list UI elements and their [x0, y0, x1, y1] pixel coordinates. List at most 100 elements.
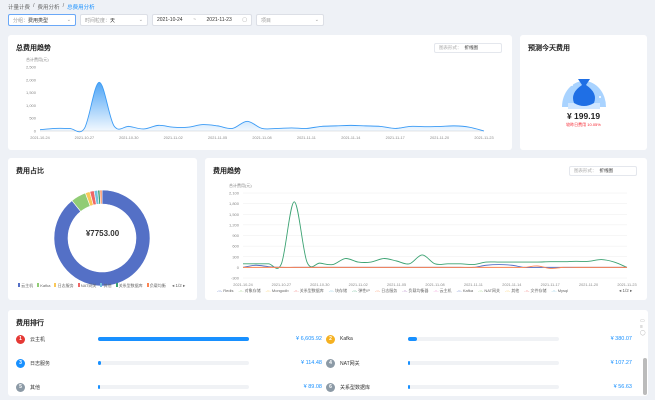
date-end: 2021-11-23: [206, 17, 232, 23]
chevron-down-icon: ⌄: [314, 17, 319, 23]
legend-item[interactable]: -○- Mongodb: [266, 288, 289, 294]
legend-item[interactable]: 负载均衡: [146, 283, 166, 289]
legend-item[interactable]: -○- Redis: [217, 288, 233, 294]
chevron-down-icon: ⌄: [66, 17, 71, 23]
x-tick-label: 2021-11-05: [208, 136, 227, 140]
scrollbar[interactable]: [643, 358, 647, 395]
legend-label: Redis: [223, 288, 234, 293]
group-value: 费用类型: [28, 17, 49, 24]
rank-bar-fill: [408, 361, 411, 365]
x-tick-label: 2021-11-14: [502, 283, 521, 287]
side-tools[interactable]: ▭ ≡ ◯: [640, 318, 646, 336]
legend-item[interactable]: 其他: [100, 283, 112, 289]
legend-item[interactable]: 关系型数据库: [115, 283, 143, 289]
legend-item[interactable]: -○- 负载均衡器: [402, 288, 428, 294]
legend-label: 块存储: [335, 288, 348, 293]
rank-bar: [408, 385, 559, 389]
calendar-icon: ▢: [242, 17, 247, 23]
rank-bar: [98, 337, 249, 341]
legend-item[interactable]: -○- 云主机: [433, 288, 451, 294]
legend-item[interactable]: -○- 块存储: [329, 288, 347, 294]
rank-amount: ¥ 89.08: [303, 384, 322, 390]
rank-bar-fill: [98, 385, 100, 389]
group-select[interactable]: 分组：费用类型 ⌄: [8, 14, 76, 26]
granularity-select[interactable]: 时间粒度：天 ⌄: [80, 14, 148, 26]
legend-swatch: [100, 283, 103, 287]
rank-amount: ¥ 6,605.92: [296, 336, 322, 342]
legend-pager[interactable]: ◂ 1/2 ▸: [172, 283, 186, 288]
type-trend-title: 费用趋势: [213, 168, 241, 175]
ranking-card: 费用排行 1 云主机 ¥ 6,605.92 2 Kafka ¥ 380.07 3 日志服务…: [8, 310, 648, 396]
rank-badge: 3: [16, 358, 25, 368]
forecast-card: 预测今天费用 ¥ 199.19 较昨日费用 10.05%: [520, 35, 647, 150]
project-select[interactable]: 项目 ⌄: [256, 14, 324, 26]
total-trend-card: 总费用趋势 图表形式： 折线图 合计费用(元) 0 500 1,000 1,500 2,00…: [8, 35, 512, 150]
date-range-picker[interactable]: 2021-10-24 ~2021-11-23 ▢: [152, 14, 252, 26]
legend-marker: -○-: [352, 288, 358, 293]
granularity-label: 时间粒度：: [85, 17, 111, 24]
legend-item[interactable]: NAT网关: [77, 283, 96, 289]
legend-item[interactable]: 日志服务: [54, 283, 74, 289]
ranking-item: 4 NAT网关: [326, 358, 360, 368]
x-tick-label: 2021-11-08: [425, 283, 444, 287]
legend-label: Kafka: [462, 288, 474, 293]
legend-item[interactable]: -○- 文件存储: [524, 288, 546, 294]
y-tick-label: 0: [237, 265, 240, 270]
ranking-item: 6 关系型数据库: [326, 382, 370, 392]
legend-label: 其他: [511, 288, 520, 293]
x-tick-label: 2021-10-30: [119, 136, 138, 140]
x-tick-label: 2021-11-02: [349, 283, 368, 287]
chart-form-select[interactable]: 图表形式： 折线图: [434, 43, 502, 53]
granularity-value: 天: [110, 17, 116, 24]
legend-swatch: [115, 283, 118, 287]
rank-badge: 5: [16, 382, 25, 392]
type-trend-chart: 合计费用(元) -300 0 300 600 900 1,200 1,500 1,800 2,10…: [229, 182, 637, 287]
legend-label: 云主机: [21, 283, 34, 288]
x-tick-label: 2021-11-14: [341, 136, 360, 140]
legend-item[interactable]: -○- 关系型数据库: [294, 288, 324, 294]
y-tick-label: 1,500: [229, 212, 240, 217]
legend-item[interactable]: 云主机: [18, 283, 33, 289]
breadcrumb-item[interactable]: 计量计费: [8, 5, 31, 11]
legend-item[interactable]: -○- Kafka: [457, 288, 473, 294]
legend-label: Mongodb: [271, 288, 289, 293]
legend-marker: -○-: [551, 288, 557, 293]
legend-item[interactable]: Kafka: [37, 283, 50, 289]
legend-label: 关系型数据库: [118, 283, 143, 288]
x-tick-label: 2021-11-05: [387, 283, 406, 287]
legend-item[interactable]: -○- Mysql: [551, 288, 568, 294]
rank-bar: [98, 385, 249, 389]
x-tick-label: 2021-10-24: [233, 283, 252, 287]
rank-name: 其他: [30, 384, 41, 391]
chart-form-select[interactable]: 图表形式： 折线图: [569, 166, 637, 176]
rank-badge: 1: [16, 334, 25, 344]
legend-marker: -○-: [505, 288, 511, 293]
date-separator: ~: [193, 17, 197, 23]
forecast-title: 预测今天费用: [528, 45, 570, 52]
y-tick-label: 1,200: [229, 222, 240, 227]
breadcrumb-item[interactable]: 费用分析: [37, 5, 60, 11]
legend-item[interactable]: -○- 弹性IP: [352, 288, 370, 294]
legend-item[interactable]: -○- 其他: [505, 288, 519, 294]
rank-bar-fill: [98, 337, 249, 341]
legend-item[interactable]: -○- 日志服务: [375, 288, 397, 294]
rank-name: 日志服务: [30, 360, 51, 367]
legend-swatch: [37, 283, 40, 287]
pie-slice-负载均衡: [99, 189, 103, 205]
rank-name: NAT网关: [340, 360, 360, 367]
legend-label: 文件存储: [530, 288, 547, 293]
total-trend-chart: 合计费用(元) 0 500 1,000 1,500 2,000 2,500 2021-10-2…: [26, 56, 494, 140]
legend-item[interactable]: -○- NAT网关: [478, 288, 500, 294]
legend-marker: -○-: [328, 288, 334, 293]
x-tick-label: 2021-11-11: [297, 136, 316, 140]
type-trend-legend: -○- Redis -○- 对象存储 -○- Mongodb -○- 关系型数据库 -○…: [217, 288, 617, 294]
chart-form-label: 图表形式：: [439, 45, 462, 50]
legend-swatch: [18, 283, 20, 287]
money-bag-icon: [562, 79, 606, 109]
chart-form-value: 折线图: [599, 168, 614, 173]
rank-bar: [408, 337, 559, 341]
legend-pager[interactable]: ◂ 1/2 ▸: [619, 288, 633, 293]
pie-slice-云主机: [53, 189, 151, 287]
legend-item[interactable]: -○- 对象存储: [238, 288, 260, 294]
rank-bar: [408, 361, 559, 365]
